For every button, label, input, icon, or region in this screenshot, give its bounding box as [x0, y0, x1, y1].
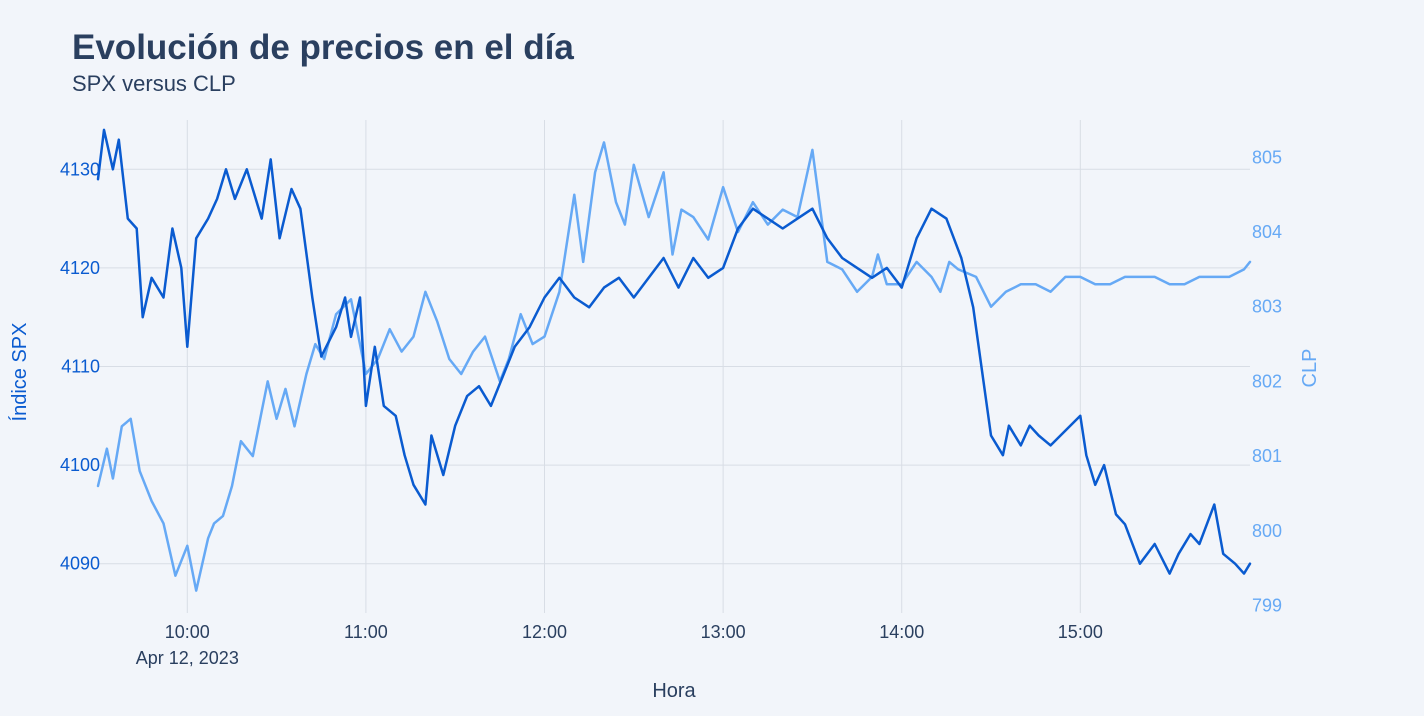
- y2-tick-label: 805: [1252, 147, 1282, 167]
- spx-series-line: [96, 128, 1252, 575]
- x-date-label: Apr 12, 2023: [136, 648, 239, 668]
- clp-series-line: [96, 141, 1252, 592]
- y2-axis-title: CLP: [1299, 349, 1321, 388]
- chart-title: Evolución de precios en el día: [72, 28, 574, 67]
- y2-tick-label: 800: [1252, 521, 1282, 541]
- x-tick-label: 13:00: [701, 622, 746, 642]
- x-tick-label: 11:00: [344, 622, 388, 642]
- y2-tick-label: 801: [1252, 446, 1282, 466]
- y-tick-label: 4090: [60, 554, 100, 574]
- chart-subtitle: SPX versus CLP: [72, 71, 236, 96]
- x-axis-title: Hora: [652, 680, 696, 702]
- y2-tick-label: 803: [1252, 297, 1282, 317]
- y-tick-label: 4130: [60, 159, 100, 179]
- y2-tick-label: 804: [1252, 222, 1282, 242]
- y-tick-label: 4110: [61, 357, 100, 377]
- y2-tick-label: 802: [1252, 371, 1282, 391]
- y-tick-label: 4120: [60, 258, 100, 278]
- y2-tick-label: 799: [1252, 596, 1282, 616]
- y-tick-label: 4100: [60, 455, 100, 475]
- x-tick-label: 14:00: [879, 622, 924, 642]
- y-axis-title: Índice SPX: [8, 323, 31, 422]
- x-tick-label: 10:00: [165, 622, 210, 642]
- x-tick-label: 12:00: [522, 622, 567, 642]
- x-tick-label: 15:00: [1058, 622, 1103, 642]
